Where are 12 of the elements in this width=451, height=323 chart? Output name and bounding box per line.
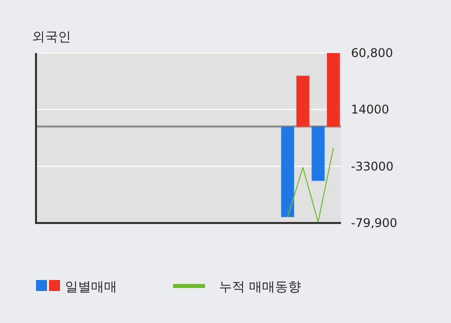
line-series <box>287 148 334 222</box>
y-tick-label: 14000 <box>351 102 390 117</box>
bar <box>281 126 294 218</box>
y-tick-label: 60,800 <box>351 46 393 60</box>
chart-title: 외국인 <box>32 30 71 45</box>
bar <box>296 76 310 126</box>
bar <box>326 53 340 126</box>
bar <box>312 126 325 181</box>
y-tick-label: -79,900 <box>351 216 398 230</box>
legend-label: 일별매매 <box>65 280 117 295</box>
legend-label: 누적 매매동향 <box>219 280 302 295</box>
y-tick-label: -33000 <box>351 159 394 174</box>
